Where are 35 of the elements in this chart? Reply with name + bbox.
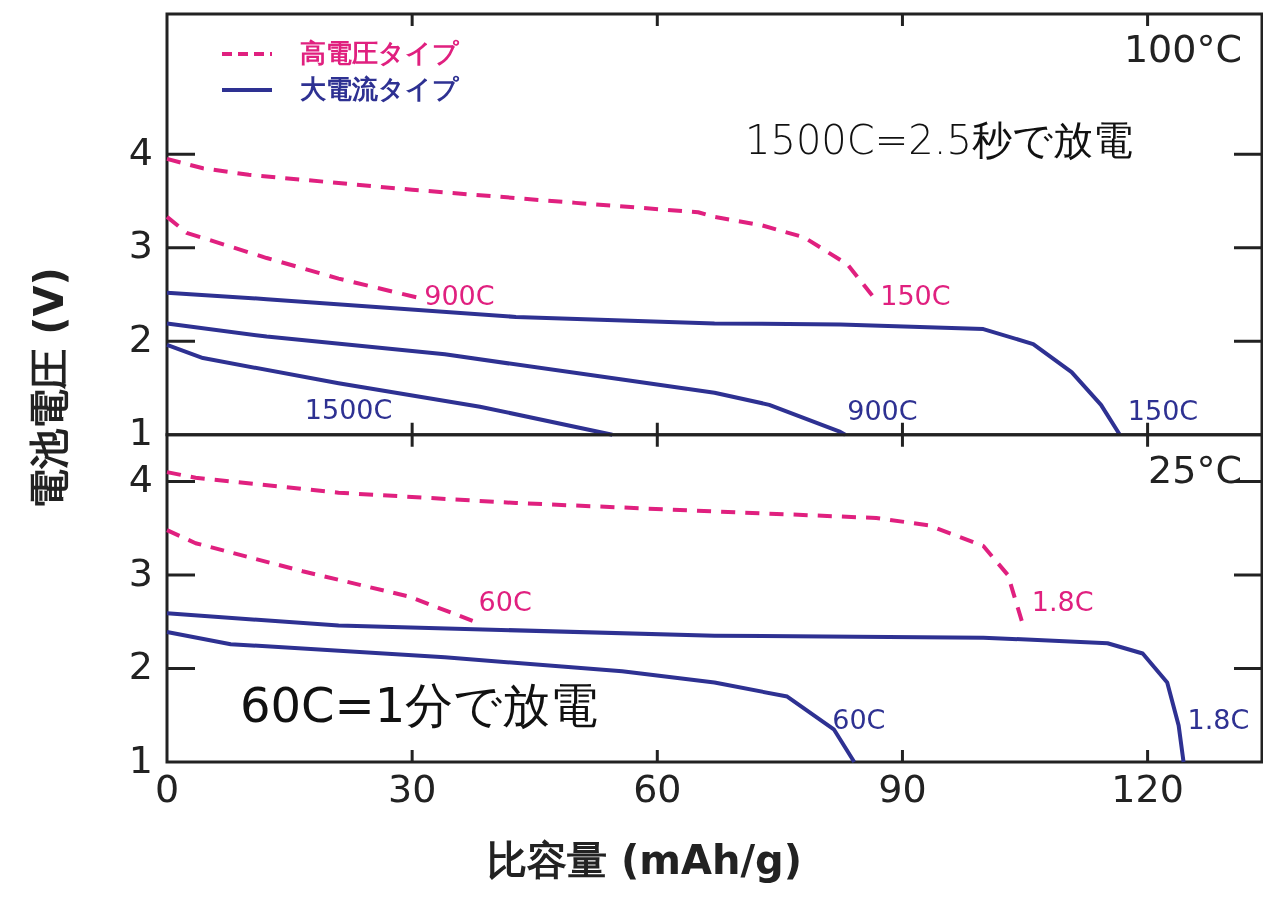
y-tick-label: 2 xyxy=(128,316,153,361)
annotation: 150C xyxy=(1127,395,1199,427)
y-axis-title: 電池電圧 (V) xyxy=(26,267,72,509)
legend-label: 高電圧タイプ xyxy=(300,37,460,68)
y-tick-label: 3 xyxy=(128,550,153,595)
annotation: 60C xyxy=(478,586,532,618)
y-tick-label: 4 xyxy=(128,129,153,174)
line-series xyxy=(165,342,615,437)
y-tick-label: 1 xyxy=(128,410,153,455)
line-series xyxy=(165,470,1024,623)
annotation: 60C xyxy=(832,703,886,735)
annotation: 1500C xyxy=(304,393,393,425)
x-tick-label: 120 xyxy=(1111,767,1184,811)
x-tick-label: 30 xyxy=(387,767,437,811)
annotation: 1500C=2.5秒で放電 xyxy=(745,117,1133,163)
annotation: 900C xyxy=(424,279,495,311)
y-tick-label: 2 xyxy=(128,644,153,688)
y-tick-label: 1 xyxy=(128,737,153,782)
annotation: 100°C xyxy=(1123,27,1242,71)
line-series xyxy=(165,528,475,623)
annotation: 150C xyxy=(880,279,951,311)
annotation: 900C xyxy=(847,395,918,427)
line-series xyxy=(165,611,1186,764)
y-tick-label: 3 xyxy=(128,223,153,268)
annotation: 60C=1分で放電 xyxy=(240,677,599,733)
annotation: 1.8C xyxy=(1031,586,1094,618)
annotation: 25°C xyxy=(1148,447,1242,492)
y-tick-label: 4 xyxy=(128,457,153,501)
legend-label: 大電流タイプ xyxy=(300,73,460,104)
annotation: 1.8C xyxy=(1187,703,1250,735)
x-tick-label: 60 xyxy=(633,767,682,811)
x-tick-label: 90 xyxy=(878,767,927,811)
line-series xyxy=(165,214,419,300)
x-axis-title: 比容量 (mAh/g) xyxy=(487,837,802,883)
x-tick-label: 0 xyxy=(154,767,180,811)
